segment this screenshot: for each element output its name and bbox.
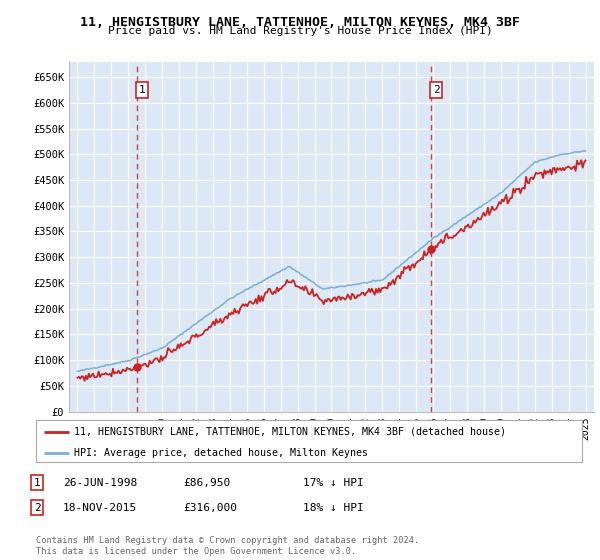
Text: 26-JUN-1998: 26-JUN-1998	[63, 478, 137, 488]
Text: 17% ↓ HPI: 17% ↓ HPI	[303, 478, 364, 488]
Text: 2: 2	[34, 503, 41, 513]
Text: Contains HM Land Registry data © Crown copyright and database right 2024.
This d: Contains HM Land Registry data © Crown c…	[36, 536, 419, 556]
Text: 11, HENGISTBURY LANE, TATTENHOE, MILTON KEYNES, MK4 3BF: 11, HENGISTBURY LANE, TATTENHOE, MILTON …	[80, 16, 520, 29]
Text: HPI: Average price, detached house, Milton Keynes: HPI: Average price, detached house, Milt…	[74, 448, 368, 458]
Text: Price paid vs. HM Land Registry's House Price Index (HPI): Price paid vs. HM Land Registry's House …	[107, 26, 493, 36]
Text: 2: 2	[433, 85, 440, 95]
Text: £316,000: £316,000	[183, 503, 237, 513]
Text: 1: 1	[34, 478, 41, 488]
Text: 11, HENGISTBURY LANE, TATTENHOE, MILTON KEYNES, MK4 3BF (detached house): 11, HENGISTBURY LANE, TATTENHOE, MILTON …	[74, 427, 506, 437]
Text: 1: 1	[138, 85, 145, 95]
Text: 18% ↓ HPI: 18% ↓ HPI	[303, 503, 364, 513]
Text: £86,950: £86,950	[183, 478, 230, 488]
Text: 18-NOV-2015: 18-NOV-2015	[63, 503, 137, 513]
